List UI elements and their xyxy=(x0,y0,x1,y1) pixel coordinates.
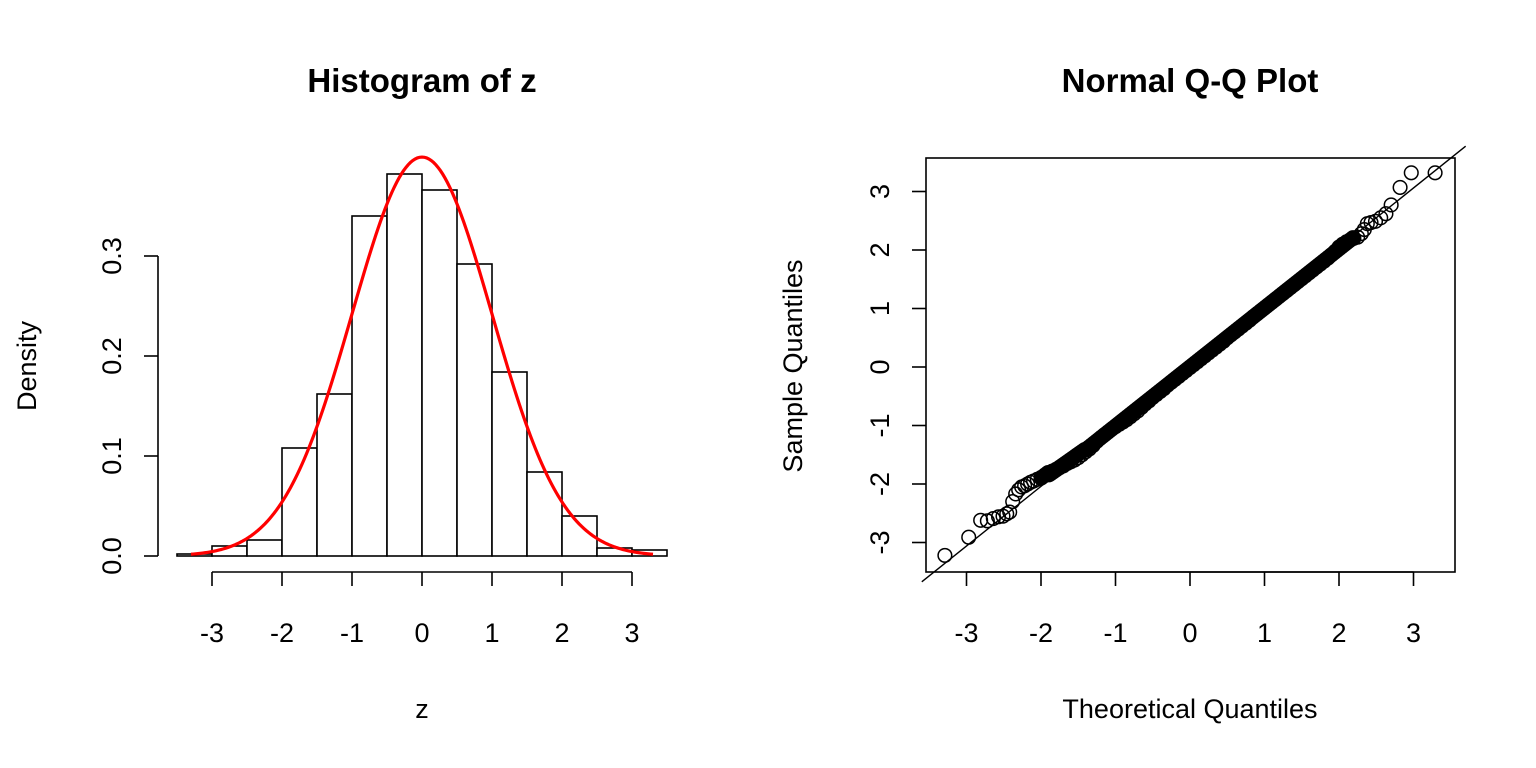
qq-point xyxy=(1403,165,1419,181)
qq-y-tick-label: 1 xyxy=(865,301,895,316)
histogram-y-tick-label: 0.2 xyxy=(97,337,127,375)
qq-title: Normal Q-Q Plot xyxy=(1062,62,1319,99)
qq-point xyxy=(1345,230,1361,246)
histogram-bar xyxy=(281,447,318,557)
qq-x-tick-label: -1 xyxy=(1103,618,1127,648)
histogram-bar xyxy=(491,371,528,557)
qq-x-tick-label: -3 xyxy=(954,618,978,648)
histogram-bar xyxy=(246,539,283,557)
histogram-x-tick-label: -3 xyxy=(200,618,224,648)
qq-point xyxy=(1383,197,1399,213)
histogram-y-tick-label: 0.0 xyxy=(97,537,127,575)
qq-x-axis: -3 -2 -1 0 1 2 3 xyxy=(954,571,1421,648)
histogram-bar xyxy=(386,173,423,557)
histogram-bar xyxy=(351,215,388,557)
histogram-x-tick-label: 3 xyxy=(624,618,639,648)
qq-y-tick-label: 0 xyxy=(865,359,895,374)
histogram-panel: Histogram of z z Density -3 -2 -1 0 1 2 3 0.00… xyxy=(12,62,668,724)
qq-point xyxy=(1378,206,1394,222)
histogram-x-tick-label: -2 xyxy=(270,618,294,648)
normal-density-curve xyxy=(190,155,654,556)
qq-point xyxy=(937,547,953,563)
histogram-y-label: Density xyxy=(12,320,42,411)
histogram-x-tick-label: 1 xyxy=(484,618,499,648)
qq-point xyxy=(1002,504,1018,520)
histogram-x-tick-label: -1 xyxy=(340,618,364,648)
qq-y-tick-label: -2 xyxy=(865,472,895,496)
histogram-x-label: z xyxy=(415,694,429,724)
qq-y-tick-label: 3 xyxy=(865,184,895,199)
histogram-x-tick-label: 2 xyxy=(554,618,569,648)
histogram-x-axis: -3 -2 -1 0 1 2 3 xyxy=(200,571,640,648)
histogram-title: Histogram of z xyxy=(307,62,536,99)
qq-point xyxy=(961,529,977,545)
normal-density-line xyxy=(190,155,654,556)
qq-x-tick-label: 0 xyxy=(1182,618,1197,648)
histogram-y-tick-label: 0.3 xyxy=(97,237,127,275)
qq-points xyxy=(937,165,1443,563)
qq-x-label: Theoretical Quantiles xyxy=(1062,694,1317,724)
histogram-y-tick-label: 0.1 xyxy=(97,437,127,475)
histogram-bar xyxy=(421,189,458,557)
histogram-x-tick-label: 0 xyxy=(414,618,429,648)
qq-y-tick-label: -1 xyxy=(865,413,895,437)
qq-point xyxy=(1005,494,1021,510)
histogram-bars xyxy=(176,173,668,557)
qq-x-tick-label: 1 xyxy=(1257,618,1272,648)
histogram-bar xyxy=(316,393,353,557)
qq-point xyxy=(1373,210,1389,226)
qq-point xyxy=(999,506,1015,522)
qq-x-tick-label: 2 xyxy=(1331,618,1346,648)
qq-y-label: Sample Quantiles xyxy=(778,259,808,472)
qq-point xyxy=(1427,165,1443,181)
histogram-y-axis: 0.0 0.1 0.2 0.3 xyxy=(97,237,159,575)
qq-y-axis: -3 -2 -1 0 1 2 3 xyxy=(865,184,926,555)
histogram-bar xyxy=(526,471,563,557)
qq-x-tick-label: -2 xyxy=(1029,618,1053,648)
qq-x-tick-label: 3 xyxy=(1406,618,1421,648)
qq-point xyxy=(1392,179,1408,195)
qq-y-tick-label: 2 xyxy=(865,242,895,257)
qq-y-tick-label: -3 xyxy=(865,530,895,554)
qq-panel: Normal Q-Q Plot Theoretical Quantiles Sa… xyxy=(778,62,1467,724)
histogram-bar xyxy=(456,263,493,557)
